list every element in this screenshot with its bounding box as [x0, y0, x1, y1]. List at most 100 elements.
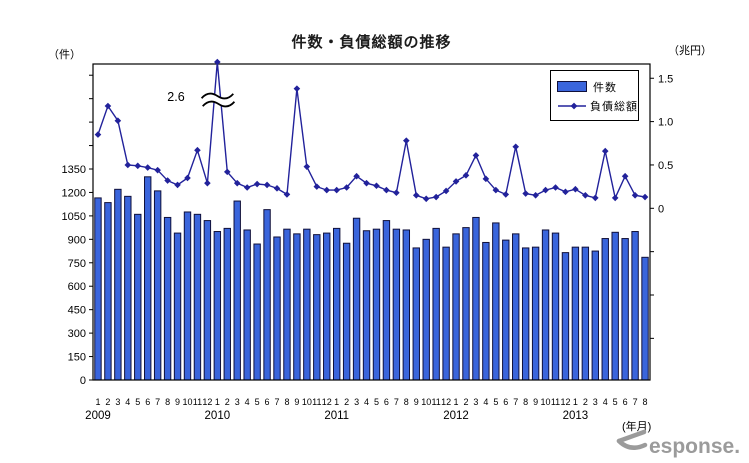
bar-kensu	[432, 227, 440, 381]
bar-kensu	[601, 238, 609, 381]
bar-kensu	[223, 227, 231, 381]
month-label: 12	[202, 397, 212, 407]
month-label: 12	[560, 397, 570, 407]
bar-kensu	[104, 202, 112, 381]
bar-kensu	[472, 216, 480, 381]
line-point	[472, 152, 480, 159]
bar-kensu	[591, 250, 599, 381]
line-point	[482, 175, 490, 183]
month-label: 8	[165, 397, 170, 407]
month-label: 3	[115, 397, 120, 407]
line-point	[403, 137, 410, 144]
left-tick-label: 1350	[62, 164, 86, 176]
month-label: 2	[225, 397, 230, 407]
legend: 件数 負債総額	[550, 70, 639, 121]
month-label: 6	[503, 397, 508, 407]
left-tick-label: 1050	[62, 211, 86, 223]
month-label: 4	[603, 397, 608, 407]
month-label: 3	[235, 397, 240, 407]
bar-kensu	[631, 231, 639, 381]
month-label: 4	[483, 397, 488, 407]
line-point	[502, 191, 510, 198]
line-point	[243, 184, 251, 191]
left-axis-unit: （件）	[48, 49, 81, 61]
bar-kensu	[392, 228, 401, 381]
bar-kensu	[243, 229, 251, 381]
line-point	[492, 186, 500, 194]
month-label: 2	[463, 397, 468, 407]
month-label: 7	[275, 397, 280, 407]
line-point	[572, 185, 579, 193]
line-point	[114, 117, 122, 125]
month-label: 8	[284, 397, 289, 407]
year-label: 2011	[324, 410, 349, 422]
bar-kensu	[163, 216, 172, 381]
line-point	[542, 186, 549, 194]
month-label: 1	[454, 397, 459, 407]
bar-kensu	[213, 231, 222, 381]
month-label: 10	[421, 397, 431, 407]
bar-kensu	[462, 227, 470, 381]
right-tick-label: 0	[658, 203, 664, 215]
month-label: 1	[573, 397, 578, 407]
left-tick-label: 900	[68, 234, 86, 246]
line-point	[522, 190, 529, 197]
month-label: 12	[441, 397, 451, 407]
line-point	[631, 191, 639, 199]
line-point	[601, 147, 609, 155]
line-point	[512, 143, 520, 151]
clipped-peak-annotation: 2.6	[167, 90, 184, 104]
month-label: 5	[135, 397, 140, 407]
line-point	[273, 185, 281, 192]
line-point	[233, 179, 241, 187]
month-label: 3	[593, 397, 598, 407]
line-point	[393, 189, 400, 196]
left-tick-label: 0	[80, 375, 86, 387]
bar-kensu	[492, 222, 500, 381]
month-label: 1	[95, 397, 100, 407]
line-point	[591, 194, 599, 202]
bar-kensu	[362, 230, 371, 381]
line-point	[164, 177, 171, 184]
month-label: 2	[344, 397, 349, 407]
bar-kensu	[422, 238, 430, 381]
line-point	[323, 186, 331, 194]
line-point	[263, 181, 271, 189]
bar-kensu	[561, 252, 570, 381]
year-label: 2013	[563, 410, 589, 422]
line-point	[293, 85, 301, 92]
month-label: 10	[302, 397, 312, 407]
line-point	[432, 193, 440, 201]
month-label: 5	[374, 397, 379, 407]
bar-kensu	[541, 229, 550, 381]
month-label: 11	[551, 397, 560, 407]
left-tick-label: 300	[68, 328, 86, 340]
month-label: 9	[533, 397, 538, 407]
month-label: 10	[182, 397, 192, 407]
line-point	[333, 186, 340, 194]
line-point	[253, 180, 261, 188]
line-point	[412, 191, 420, 199]
bar-kensu	[193, 213, 202, 381]
month-label: 12	[322, 397, 332, 407]
bar-kensu	[611, 231, 619, 381]
month-label: 6	[145, 397, 150, 407]
year-label: 2009	[85, 410, 111, 422]
bar-kensu	[203, 220, 212, 381]
bar-kensu	[114, 188, 122, 381]
bar-series-swatch	[557, 81, 587, 92]
line-series-swatch	[558, 102, 586, 109]
right-tick-label: 1.0	[658, 117, 673, 129]
month-label: 6	[623, 397, 628, 407]
month-label: 6	[265, 397, 270, 407]
left-tick-label: 150	[68, 352, 86, 364]
left-tick-label: 450	[68, 305, 86, 317]
month-label: 2	[583, 397, 588, 407]
line-point	[442, 187, 450, 195]
response-watermark-logo: esponse.	[616, 429, 740, 458]
bar-kensu	[641, 256, 649, 381]
watermark-text: esponse.	[649, 435, 740, 458]
line-point	[214, 58, 221, 66]
legend-line-label: 負債総額	[590, 100, 638, 113]
